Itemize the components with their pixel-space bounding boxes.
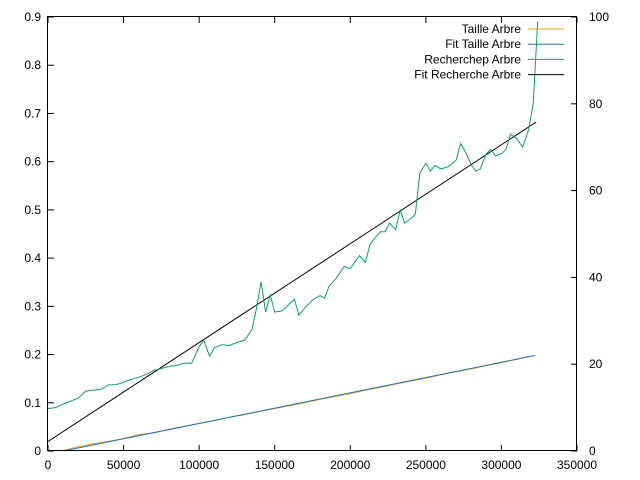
y-tick-label: 0.4 [24, 251, 41, 265]
legend-label-fit-recherche-arbre: Fit Recherche Arbre [414, 68, 521, 82]
y-tick-label: 0.8 [24, 58, 41, 72]
x-ticks: 0 50000 100000 150000 200000 250000 300000 3500… [45, 17, 597, 472]
legend-label-recherchep-arbre: Recherchep Arbre [424, 52, 521, 66]
y-tick-label: 0.5 [24, 203, 41, 217]
plot-frame [47, 16, 577, 451]
x-tick-label: 100000 [179, 458, 219, 472]
y-ticks: 0 0.1 0.2 0.3 0.4 0.5 0.6 0.7 0.8 0.9 [24, 10, 54, 458]
y-tick-label: 0 [34, 444, 41, 458]
x-tick-label: 250000 [406, 458, 446, 472]
series-line-recherchep-arbre [47, 21, 539, 409]
x-tick-label: 0 [45, 458, 52, 472]
x-tick-label: 50000 [107, 458, 141, 472]
y2-tick-label: 80 [589, 97, 603, 111]
x-tick-label: 200000 [330, 458, 370, 472]
y2-tick-label: 0 [589, 444, 596, 458]
x-tick-label: 150000 [255, 458, 295, 472]
plot-series [47, 21, 539, 452]
x-tick-label: 350000 [557, 458, 597, 472]
y-tick-label: 0.2 [24, 348, 41, 362]
legend-label-fit-taille-arbre: Fit Taille Arbre [445, 37, 521, 51]
y2-tick-label: 60 [589, 184, 603, 198]
y-tick-label: 0.7 [24, 106, 41, 120]
y-tick-label: 0.1 [24, 396, 41, 410]
y-tick-label: 0.9 [24, 10, 41, 24]
y-tick-label: 0.6 [24, 155, 41, 169]
y-tick-label: 0.3 [24, 299, 41, 313]
series-line-fit-taille-arbre [63, 355, 535, 452]
x-tick-label: 300000 [481, 458, 521, 472]
y2-tick-label: 100 [589, 10, 609, 24]
y2-tick-label: 20 [589, 357, 603, 371]
legend-label-taille-arbre: Taille Arbre [462, 22, 522, 36]
y2-tick-label: 40 [589, 270, 603, 284]
series-line-fit-recherche-arbre [47, 121, 537, 442]
